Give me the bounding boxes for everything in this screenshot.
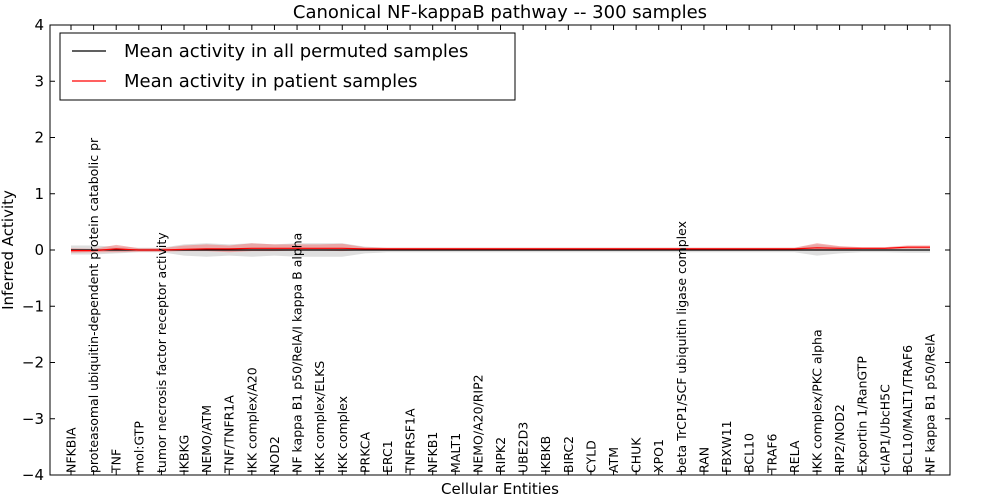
- category-label: NEMO/A20/RIP2: [470, 374, 485, 473]
- legend: Mean activity in all permuted samples Mea…: [59, 32, 516, 101]
- category-label: CYLD: [583, 440, 598, 473]
- y-tick-label: −1: [22, 297, 44, 315]
- category-label: mol:GTP: [131, 421, 146, 473]
- category-label: TNFRSF1A: [403, 408, 418, 474]
- category-label: IKK complex/A20: [244, 367, 259, 473]
- category-label: cIAP1/UbcH5C: [877, 384, 892, 473]
- category-label: TNF: [109, 449, 124, 474]
- y-tick-label: 0: [34, 241, 44, 259]
- y-tick-label: −3: [22, 410, 44, 428]
- plot-area: −4 −3 −2 −1 0 1 2 3 4 NFKBIA proteasomal ubiquitin…: [22, 16, 951, 484]
- category-label: FBXW11: [719, 420, 734, 473]
- category-label: BCL10: [742, 433, 757, 473]
- legend-label: Mean activity in all permuted samples: [124, 41, 468, 62]
- category-label: TNF/TNFR1A: [222, 395, 237, 474]
- series-line-patient: [71, 246, 930, 252]
- category-label: UBE2D3: [516, 422, 531, 473]
- category-label: IKK complex/ELKS: [312, 361, 327, 473]
- y-tick-label: 3: [34, 72, 44, 90]
- category-label: MALT1: [448, 433, 463, 473]
- category-label: BIRC2: [561, 436, 576, 473]
- category-label: NF kappa B1 p50/RelA: [923, 333, 938, 473]
- category-label: CHUK: [629, 437, 644, 473]
- x-axis-label: Cellular Entities: [441, 480, 559, 498]
- y-axis-label: Inferred Activity: [0, 190, 17, 310]
- category-label: NEMO/ATM: [199, 405, 214, 473]
- category-label: NOD2: [267, 436, 282, 473]
- category-label: RIPK2: [493, 437, 508, 473]
- category-label: PRKCA: [357, 432, 372, 473]
- category-label: NFKBIA: [64, 427, 79, 473]
- category-label: XPO1: [651, 439, 666, 473]
- category-label: IKBKB: [538, 436, 553, 473]
- chart-title: Canonical NF-kappaB pathway -- 300 sampl…: [293, 2, 707, 23]
- y-tick-label: −4: [22, 466, 44, 484]
- category-label: TRAF6: [764, 433, 779, 474]
- category-label: beta TrCP1/SCF ubiquitin ligase complex: [674, 221, 689, 473]
- category-label: ERC1: [380, 440, 395, 473]
- category-label: ATM: [606, 447, 621, 473]
- category-label: RELA: [787, 440, 802, 473]
- y-tick-label: −2: [22, 354, 44, 372]
- category-label: BCL10/MALT1/TRAF6: [900, 345, 915, 473]
- legend-label: Mean activity in patient samples: [124, 71, 418, 92]
- category-label: proteasomal ubiquitin-dependent protein …: [86, 137, 101, 473]
- category-label: IKK complex/PKC alpha: [810, 329, 825, 473]
- category-label: tumor necrosis factor receptor activity: [154, 232, 169, 473]
- category-label: NF kappa B1 p50/RelA/I kappa B alpha: [290, 233, 305, 473]
- legend-box: [59, 32, 516, 101]
- category-label: Exportin 1/RanGTP: [855, 356, 870, 473]
- y-tick-label: 1: [34, 185, 44, 203]
- category-label: RAN: [696, 447, 711, 473]
- y-tick-label: 4: [34, 16, 44, 34]
- category-label: RIP2/NOD2: [832, 404, 847, 473]
- y-tick-label: 2: [34, 129, 44, 147]
- category-label: NFKB1: [425, 432, 440, 473]
- category-label: IKBKG: [177, 435, 192, 473]
- category-label: IKK complex: [335, 396, 350, 473]
